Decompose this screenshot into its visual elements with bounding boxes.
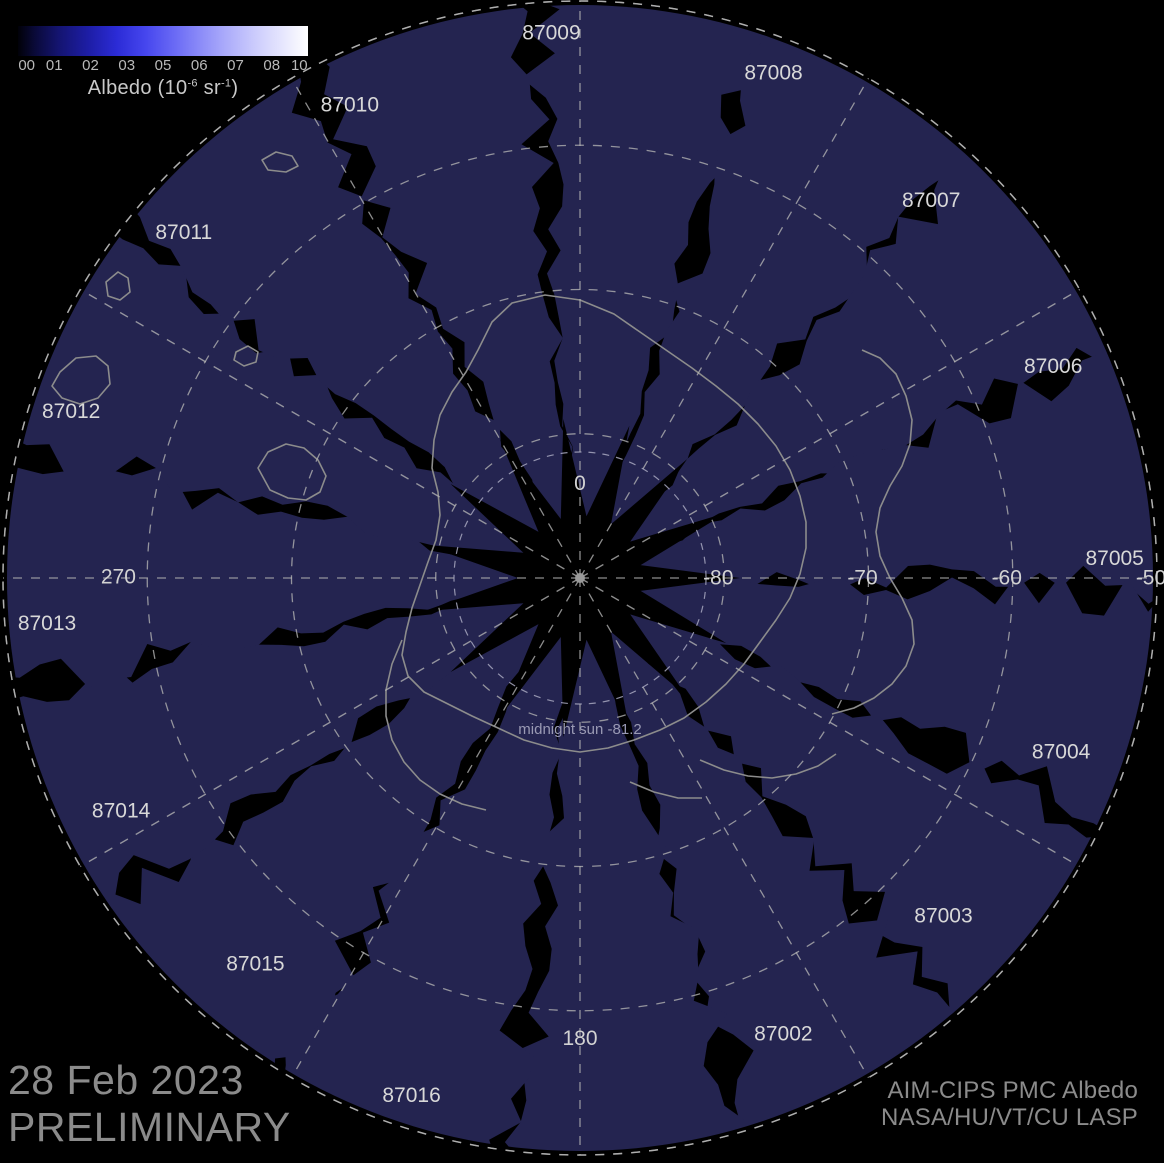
orbit-label-87013: 87013 — [18, 612, 76, 635]
longitude-spoke-30 — [579, 77, 870, 579]
colorbar-tick-02: 02 — [82, 57, 99, 74]
colorbar-paren: ) — [231, 77, 239, 99]
date-caption: 28 Feb 2023 PRELIMINARY — [8, 1057, 291, 1151]
orbit-swath — [511, 5, 776, 558]
orbit-label-87010: 87010 — [321, 94, 379, 117]
orbit-swath — [104, 589, 569, 1084]
observation-date: 28 Feb 2023 — [8, 1057, 244, 1103]
orbit-label-87006: 87006 — [1024, 355, 1082, 378]
lon-label-0: 0 — [574, 472, 586, 495]
lon-label-180: 180 — [562, 1027, 597, 1050]
colorbar-tick-00: 00 — [18, 57, 36, 74]
orbit-swath — [586, 594, 966, 1141]
orbit-label-87012: 87012 — [42, 400, 100, 423]
orbit-label-87009: 87009 — [522, 21, 580, 44]
orbit-swath — [594, 150, 1123, 570]
longitude-spoke-330 — [290, 77, 581, 579]
lat-label--60: -60 — [992, 567, 1022, 590]
colorbar: 00 01 02 03 05 06 07 08 10 Albedo (10-6 sr-1) — [18, 26, 308, 100]
preliminary-status: PRELIMINARY — [8, 1104, 291, 1150]
agency-credit: NASA/HU/VT/CU LASP — [881, 1104, 1138, 1131]
orbit-swath — [312, 5, 578, 560]
orbit-swath — [7, 225, 563, 574]
lat-label--70: -70 — [847, 567, 877, 590]
colorbar-tick-01: 01 — [45, 57, 63, 74]
orbit-swath — [125, 59, 570, 565]
colorbar-exp-2: -1 — [220, 77, 232, 90]
latitude-tick-labels: -80 -70 -60 -50 — [703, 567, 1164, 590]
credit-caption: AIM-CIPS PMC Albedo NASA/HU/VT/CU LASP — [881, 1077, 1138, 1131]
midnight-sun-circle — [453, 451, 707, 705]
orbit-label-87005: 87005 — [1085, 547, 1143, 570]
colorbar-tick-07: 07 — [227, 57, 244, 74]
orbit-label-87016: 87016 — [382, 1084, 440, 1107]
orbit-label-87011: 87011 — [155, 221, 212, 244]
longitude-spoke-60 — [579, 288, 1081, 579]
orbit-number-labels: 87002 87003 87004 87005 87006 87007 87008 87009… — [18, 21, 1144, 1107]
colorbar-gradient — [18, 26, 308, 56]
orbit-label-87008: 87008 — [744, 61, 802, 84]
orbit-swath — [587, 14, 990, 563]
orbit-swath — [599, 573, 1153, 835]
colorbar-exp-1: -6 — [187, 77, 198, 90]
midnight-sun-label: midnight sun -81.2 — [518, 721, 641, 738]
lat-label--50: -50 — [1136, 567, 1164, 590]
longitude-tick-labels: 0 270 180 — [101, 472, 598, 1050]
colorbar-tick-08: 08 — [263, 57, 281, 74]
orbit-label-87014: 87014 — [92, 799, 151, 822]
lat-label--80: -80 — [703, 567, 733, 590]
orbit-label-87003: 87003 — [914, 905, 972, 928]
colorbar-unit: sr — [197, 77, 221, 99]
orbit-swath — [594, 587, 1112, 1032]
lon-label-270: 270 — [101, 566, 136, 589]
longitude-spoke-120 — [579, 577, 1081, 868]
colorbar-title-main: Albedo (10 — [87, 77, 188, 99]
antarctic-coastline — [51, 151, 915, 811]
longitude-spoke-240 — [79, 577, 581, 868]
colorbar-tick-05: 05 — [154, 57, 172, 74]
orbit-label-87007: 87007 — [902, 189, 960, 212]
pole-marker — [575, 573, 585, 583]
product-title: AIM-CIPS PMC Albedo — [887, 1077, 1138, 1104]
orbit-swath — [7, 456, 559, 688]
orbit-label-87004: 87004 — [1032, 741, 1091, 764]
longitude-spoke-150 — [579, 577, 870, 1079]
longitude-spoke-210 — [290, 577, 581, 1079]
longitude-spoke-300 — [79, 288, 581, 579]
colorbar-tick-06: 06 — [190, 57, 208, 74]
colorbar-tick-labels: 00 01 02 03 05 06 07 08 10 — [18, 57, 308, 75]
colorbar-tick-10: 10 — [290, 57, 308, 74]
orbit-swath — [599, 331, 1153, 604]
orbit-swath — [282, 597, 578, 1151]
colorbar-tick-03: 03 — [118, 57, 136, 74]
orbit-label-87015: 87015 — [226, 952, 284, 975]
orbit-swath — [504, 598, 748, 1151]
colorbar-title: Albedo (10-6 sr-1) — [18, 77, 308, 100]
orbit-label-87002: 87002 — [754, 1022, 812, 1045]
